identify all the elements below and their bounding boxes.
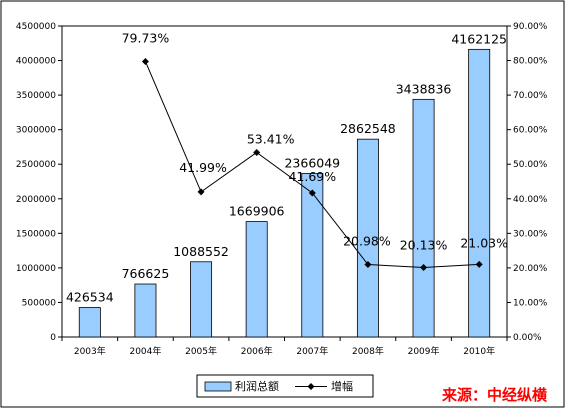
x-tick-label: 2004年: [129, 345, 161, 357]
right-tick-label: 20.00%: [513, 264, 548, 274]
left-tick-label: 500000: [22, 298, 57, 308]
x-tick-label: 2005年: [185, 345, 217, 357]
line-point-marker: [475, 260, 483, 268]
line-point-marker: [197, 188, 205, 196]
bar-value-label: 2366049: [284, 155, 340, 170]
x-tick-label: 2003年: [74, 345, 106, 357]
line-value-label: 21.03%: [460, 235, 508, 250]
left-tick-label: 1500000: [16, 229, 56, 239]
bar-value-label: 2862548: [340, 121, 396, 136]
bar: [245, 221, 268, 338]
bar: [78, 307, 101, 338]
bar: [190, 261, 213, 338]
bar-value-label: 1088552: [173, 244, 229, 259]
left-tick-label: 2000000: [16, 195, 56, 205]
bar-value-label: 766625: [122, 266, 170, 281]
x-tick-label: 2006年: [241, 345, 273, 357]
bar: [134, 283, 157, 338]
bar-value-label: 4162125: [451, 31, 507, 46]
right-tick-label: 60.00%: [513, 126, 548, 136]
line-series: [141, 57, 483, 271]
line-point-marker: [420, 263, 428, 271]
legend-label-line: 增幅: [331, 379, 353, 393]
line-point-marker: [141, 57, 149, 65]
bar-value-label: 1669906: [229, 204, 285, 219]
right-tick-label: 50.00%: [513, 160, 548, 170]
right-tick-label: 90.00%: [513, 22, 548, 32]
bar: [412, 98, 435, 338]
left-tick-label: 3500000: [16, 91, 56, 101]
right-tick-label: 40.00%: [513, 195, 548, 205]
x-tick-label: 2009年: [408, 345, 440, 357]
bar: [356, 138, 379, 338]
line-value-label: 41.99%: [179, 160, 227, 175]
left-tick-label: 0: [50, 333, 56, 343]
right-tick-label: 10.00%: [513, 298, 548, 308]
line-point-marker: [253, 148, 261, 156]
line-point-marker: [308, 189, 316, 197]
left-tick-label: 3000000: [16, 126, 56, 136]
bar: [468, 48, 491, 338]
right-tick-label: 0.00%: [513, 333, 542, 343]
left-axis: 0 500000 1000000 1500000 2000000 2500000 30000…: [16, 22, 62, 343]
bar-value-label: 426534: [66, 290, 114, 305]
line-value-label: 20.98%: [343, 234, 391, 249]
x-tick-label: 2008年: [352, 345, 384, 357]
line-point-marker: [364, 261, 372, 269]
left-tick-label: 4000000: [16, 57, 56, 67]
x-tick-label: 2010年: [463, 345, 495, 357]
legend-box: [196, 374, 374, 398]
legend-swatch-marker: [307, 383, 315, 390]
right-tick-label: 70.00%: [513, 91, 548, 101]
bar: [301, 173, 324, 338]
left-tick-label: 4500000: [16, 22, 56, 32]
source-note: 来源：中经纵横: [441, 386, 548, 404]
x-axis: 2003年 2004年 2005年 2006年 2007年 2008年 2009年 2010年: [61, 337, 508, 357]
bar-value-label: 3438836: [396, 81, 452, 96]
left-tick-label: 1000000: [16, 264, 56, 274]
left-tick-label: 2500000: [16, 160, 56, 170]
line-value-label: 79.73%: [122, 30, 170, 45]
right-axis: 0.00% 10.00% 20.00% 30.00% 40.00% 50.00% 60.00…: [507, 22, 548, 343]
right-tick-label: 80.00%: [513, 57, 548, 67]
legend-swatch-bar: [204, 381, 232, 392]
right-tick-label: 30.00%: [513, 229, 548, 239]
x-tick-label: 2007年: [296, 345, 328, 357]
line-value-label: 20.13%: [400, 237, 448, 252]
legend: 利润总额 增幅: [196, 374, 374, 398]
line-value-label: 53.41%: [247, 131, 295, 146]
line-value-label: 41.69%: [288, 169, 336, 184]
legend-label-bar: 利润总额: [235, 379, 279, 393]
